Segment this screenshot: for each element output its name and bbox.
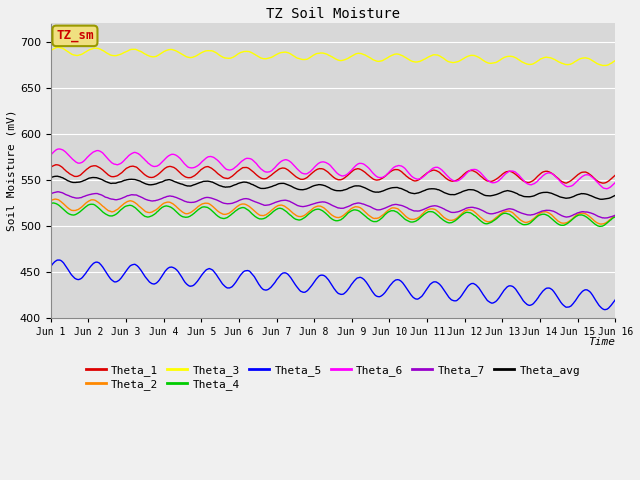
Theta_4	[47, 201, 54, 207]
Theta_5	[173, 267, 180, 273]
Theta_avg	[236, 180, 244, 186]
Line: Theta_6: Theta_6	[51, 149, 616, 189]
Theta_5	[236, 273, 244, 279]
Title: TZ Soil Moisture: TZ Soil Moisture	[266, 7, 400, 21]
Theta_1	[612, 172, 620, 178]
Line: Theta_3: Theta_3	[51, 47, 616, 66]
Theta_3	[159, 49, 166, 55]
Theta_1	[599, 180, 607, 186]
Theta_2	[495, 213, 502, 218]
Theta_5	[495, 295, 502, 301]
Theta_7	[47, 191, 54, 197]
Theta_3	[236, 50, 244, 56]
Theta_2	[159, 201, 166, 207]
Theta_avg	[159, 179, 166, 184]
Theta_avg	[53, 173, 61, 179]
Theta_1	[545, 169, 552, 175]
Theta_2	[421, 208, 429, 214]
Theta_6	[421, 172, 429, 178]
Theta_2	[47, 198, 54, 204]
Theta_7	[159, 195, 166, 201]
Theta_6	[236, 160, 244, 166]
Theta_avg	[173, 180, 180, 185]
Theta_4	[421, 211, 429, 216]
Theta_3	[173, 48, 180, 54]
Theta_1	[236, 167, 244, 173]
Theta_avg	[495, 191, 502, 196]
Theta_7	[421, 206, 429, 212]
Text: Time: Time	[588, 336, 616, 347]
Line: Theta_1: Theta_1	[51, 165, 616, 183]
Theta_4	[612, 214, 620, 219]
Theta_1	[47, 165, 54, 170]
Theta_4	[596, 224, 604, 229]
Theta_4	[49, 200, 57, 206]
Theta_7	[545, 207, 552, 213]
Theta_6	[603, 186, 611, 192]
Theta_1	[421, 172, 429, 178]
Theta_5	[47, 264, 54, 270]
Theta_4	[236, 205, 244, 211]
Theta_3	[47, 48, 54, 53]
Theta_4	[159, 204, 166, 210]
Theta_avg	[47, 175, 54, 180]
Line: Theta_4: Theta_4	[51, 203, 616, 227]
Theta_6	[545, 170, 552, 176]
Theta_2	[236, 202, 244, 208]
Line: Theta_avg: Theta_avg	[51, 176, 616, 199]
Theta_avg	[612, 192, 620, 198]
Theta_6	[612, 180, 620, 185]
Theta_5	[612, 297, 620, 302]
Theta_1	[52, 162, 60, 168]
Legend: Theta_1, Theta_2, Theta_3, Theta_4, Theta_5, Theta_6, Theta_7, Theta_avg: Theta_1, Theta_2, Theta_3, Theta_4, Thet…	[81, 360, 585, 394]
Theta_5	[54, 257, 62, 263]
Line: Theta_2: Theta_2	[51, 199, 616, 224]
Theta_2	[545, 210, 552, 216]
Theta_avg	[545, 190, 552, 195]
Theta_1	[495, 174, 502, 180]
Theta_5	[159, 272, 166, 277]
Theta_3	[599, 63, 607, 69]
Theta_7	[601, 215, 609, 221]
Theta_3	[545, 55, 552, 60]
Line: Theta_7: Theta_7	[51, 192, 616, 218]
Theta_2	[52, 196, 60, 202]
Theta_7	[54, 189, 62, 194]
Theta_6	[47, 152, 54, 158]
Theta_2	[598, 221, 605, 227]
Theta_3	[495, 58, 502, 64]
Theta_5	[601, 307, 609, 312]
Text: TZ_sm: TZ_sm	[56, 29, 93, 42]
Theta_4	[173, 209, 180, 215]
Y-axis label: Soil Moisture (mV): Soil Moisture (mV)	[7, 110, 17, 231]
Theta_2	[612, 213, 620, 218]
Theta_4	[495, 214, 502, 219]
Theta_4	[545, 213, 552, 219]
Theta_avg	[598, 196, 606, 202]
Theta_3	[421, 56, 429, 62]
Theta_avg	[421, 188, 429, 193]
Theta_3	[54, 44, 62, 50]
Theta_6	[173, 153, 180, 158]
Line: Theta_5: Theta_5	[51, 260, 616, 310]
Theta_7	[236, 197, 244, 203]
Theta_3	[612, 58, 620, 63]
Theta_5	[545, 285, 552, 291]
Theta_7	[495, 209, 502, 215]
Theta_6	[55, 146, 63, 152]
Theta_6	[159, 158, 166, 164]
Theta_1	[173, 167, 180, 172]
Theta_5	[421, 289, 429, 295]
Theta_1	[159, 168, 166, 173]
Theta_7	[612, 212, 620, 218]
Theta_2	[173, 204, 180, 210]
Theta_6	[495, 178, 502, 183]
Theta_7	[173, 195, 180, 201]
